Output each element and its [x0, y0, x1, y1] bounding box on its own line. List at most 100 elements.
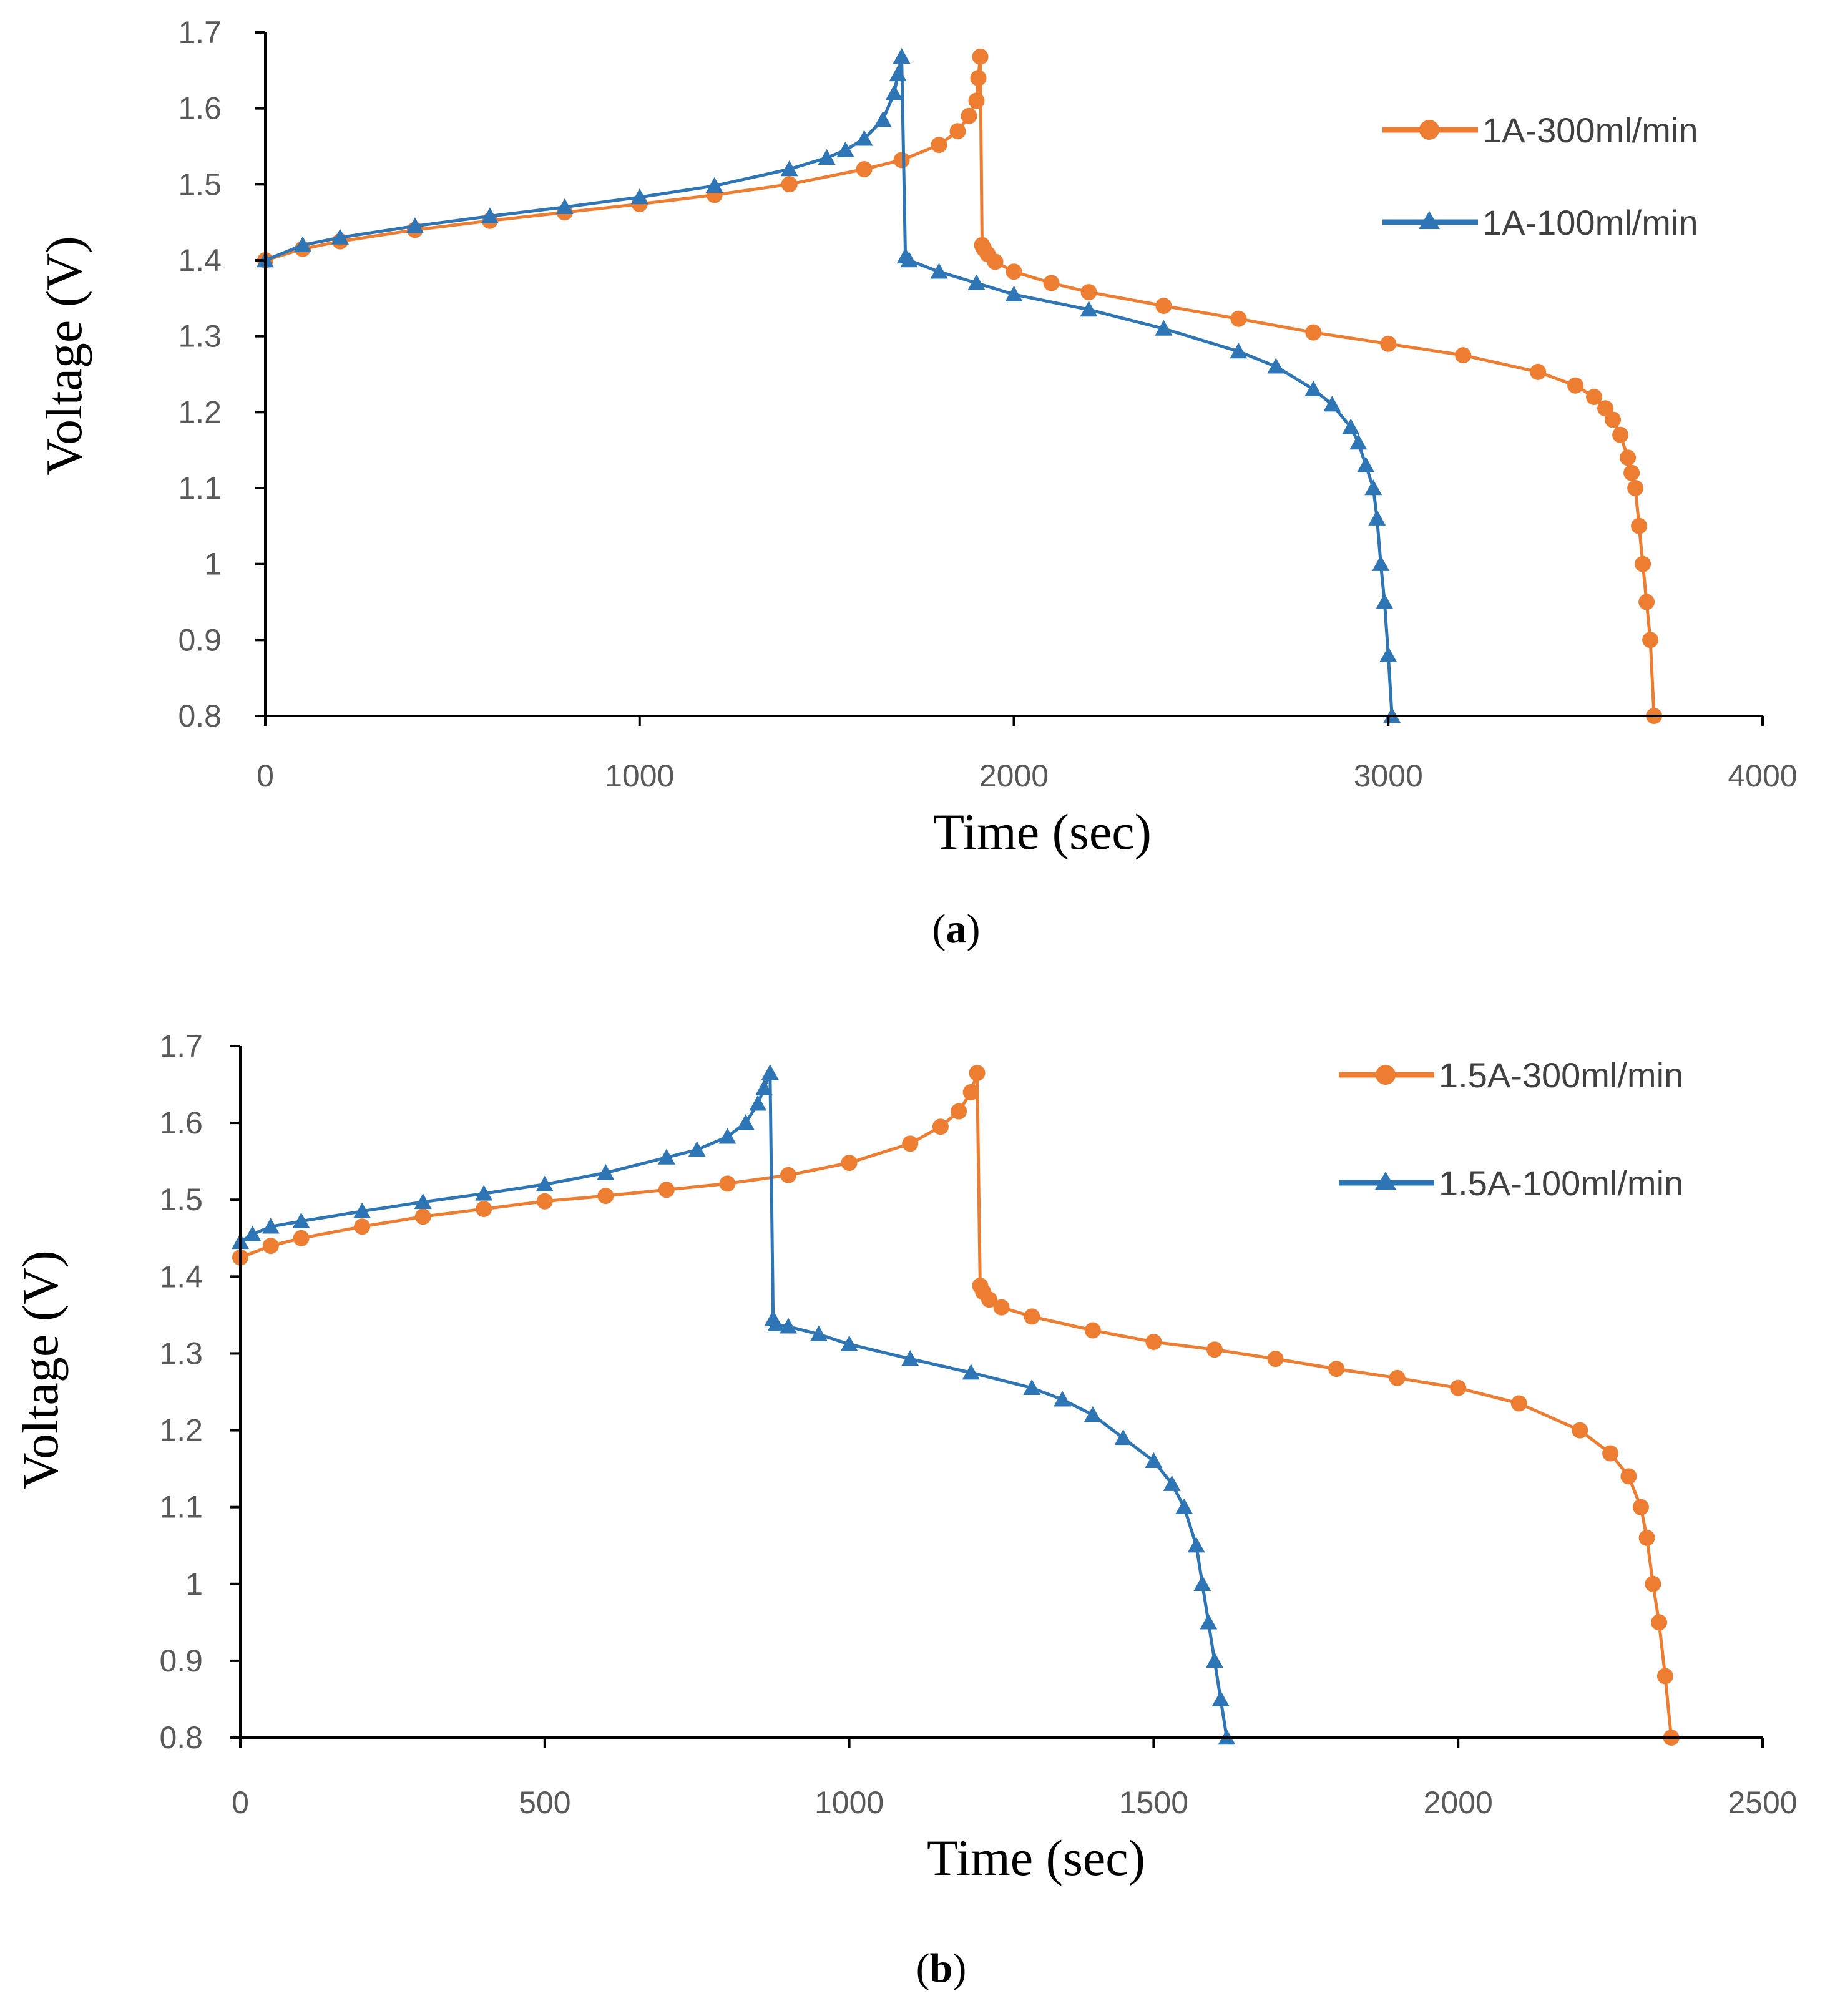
data-point — [481, 207, 499, 223]
y-tick-label: 1.5 — [159, 1182, 203, 1217]
data-point — [1193, 1575, 1211, 1591]
data-point — [536, 1193, 553, 1210]
data-point — [780, 1318, 798, 1334]
data-point — [331, 228, 349, 245]
panel-label-letter: b — [930, 1945, 953, 1991]
data-point — [705, 177, 723, 193]
data-point — [555, 198, 574, 215]
x-axis-title-a: Time (sec) — [933, 803, 1152, 860]
data-point — [949, 123, 966, 140]
data-point — [1602, 1445, 1619, 1462]
y-tick-label: 1.6 — [159, 1105, 203, 1140]
data-point — [1145, 1334, 1162, 1350]
data-point — [841, 1155, 858, 1172]
panel-label-close: ) — [967, 906, 981, 952]
data-point — [1267, 358, 1285, 374]
data-point — [1084, 1406, 1102, 1422]
panel-label-letter: a — [946, 906, 967, 952]
y-tick-label: 1.3 — [178, 319, 222, 354]
x-tick-label: 4000 — [1728, 758, 1797, 793]
legend-entry-1-5a-300: 1.5A-300ml/min — [1339, 1055, 1683, 1095]
data-point — [1080, 301, 1098, 317]
data-point — [1080, 284, 1097, 301]
data-point — [1380, 335, 1397, 352]
data-point — [901, 1350, 919, 1366]
data-point — [930, 263, 948, 279]
data-point — [630, 188, 648, 205]
data-point — [1145, 1452, 1163, 1468]
data-point — [1304, 380, 1323, 397]
data-point — [1572, 1422, 1588, 1439]
data-point — [840, 1335, 858, 1351]
y-ticks-a: 0.8 0.9 1 1.1 1.2 1.3 1.4 1.5 1.6 1.7 — [178, 15, 265, 733]
y-axis-title-a: Voltage (V) — [36, 236, 92, 475]
data-point — [1357, 456, 1375, 472]
data-point — [1114, 1429, 1132, 1446]
data-point — [1620, 1468, 1637, 1485]
panel-label-a: (a) — [932, 906, 981, 952]
data-point — [1642, 632, 1659, 648]
data-point — [536, 1175, 554, 1191]
data-point — [262, 1238, 279, 1255]
legend-entry-1-5a-100: 1.5A-100ml/min — [1339, 1163, 1683, 1203]
data-point — [718, 1128, 736, 1144]
data-point — [961, 107, 977, 124]
legend-entry-1a-100: 1A-100ml/min — [1382, 203, 1698, 242]
data-point — [1211, 1690, 1230, 1706]
chart-panel-a: 0.8 0.9 1 1.1 1.2 1.3 1.4 1.5 1.6 1.7 0 1000 2000 30… — [36, 15, 1798, 952]
data-point — [1379, 646, 1397, 662]
data-point — [967, 274, 986, 290]
data-point — [893, 47, 911, 64]
data-point — [818, 149, 836, 165]
data-point — [1368, 509, 1386, 526]
y-tick-label: 1.7 — [178, 15, 222, 50]
data-point — [1631, 517, 1648, 534]
data-point — [1155, 298, 1172, 314]
x-tick-label: 1000 — [815, 1785, 884, 1820]
legend-swatch-marker — [1375, 1172, 1396, 1190]
legend-swatch-marker — [1419, 120, 1439, 140]
data-point — [1349, 434, 1368, 450]
y-tick-label: 0.8 — [178, 698, 222, 733]
x-tick-label: 2500 — [1728, 1785, 1797, 1820]
data-point — [1638, 594, 1655, 610]
series-line — [265, 55, 1656, 717]
data-point — [856, 161, 873, 177]
data-point — [414, 1208, 431, 1225]
data-point — [810, 1325, 828, 1341]
data-point — [761, 1064, 779, 1080]
chart-panel-b: 0.8 0.9 1 1.1 1.2 1.3 1.4 1.5 1.6 1.7 0 500 1000 150… — [12, 1029, 1798, 1991]
data-point — [688, 1141, 706, 1157]
x-axis-title-b: Time (sec) — [927, 1829, 1145, 1886]
data-point — [1450, 1379, 1467, 1396]
series-1A-300ml/min — [257, 48, 1663, 724]
series-line — [239, 1071, 1228, 1738]
y-tick-label: 1 — [185, 1567, 203, 1602]
data-point — [719, 1175, 736, 1192]
x-tick-label: 1500 — [1119, 1785, 1188, 1820]
y-tick-label: 1.4 — [159, 1259, 203, 1294]
data-point — [1364, 479, 1382, 496]
data-point — [1005, 285, 1023, 301]
data-point — [1342, 418, 1360, 434]
x-ticks-a: 0 1000 2000 3000 4000 — [257, 716, 1798, 793]
data-point — [1024, 1308, 1040, 1325]
legend-label-1-5a-100: 1.5A-100ml/min — [1439, 1163, 1683, 1203]
data-point — [749, 1095, 767, 1111]
y-tick-label: 0.8 — [159, 1720, 203, 1755]
data-point — [951, 1103, 967, 1120]
x-tick-label: 500 — [519, 1785, 570, 1820]
x-tick-label: 0 — [257, 758, 274, 793]
data-point — [1455, 347, 1472, 364]
series-1.5A-100ml/min — [232, 1064, 1236, 1745]
data-point — [1043, 275, 1060, 291]
data-point — [354, 1218, 371, 1235]
data-point — [736, 1114, 755, 1130]
x-ticks-b: 0 500 1000 1500 2000 2500 — [232, 1738, 1798, 1820]
data-point — [1632, 1499, 1649, 1515]
data-point — [1323, 396, 1341, 412]
data-point — [1205, 1651, 1223, 1668]
data-point — [1530, 363, 1547, 380]
data-point — [969, 1065, 986, 1082]
data-point — [1206, 1341, 1223, 1358]
